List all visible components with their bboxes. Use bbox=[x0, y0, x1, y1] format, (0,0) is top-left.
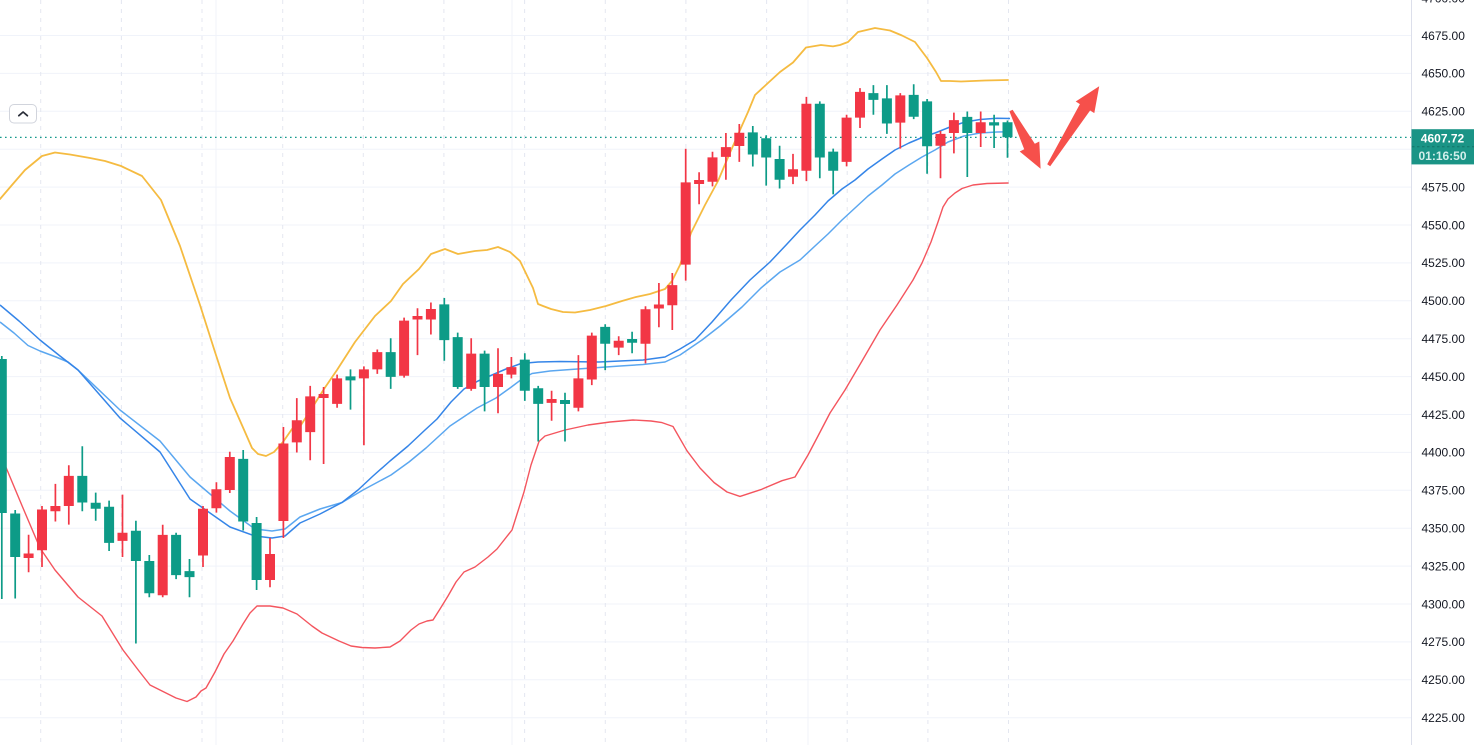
svg-text:4225.00: 4225.00 bbox=[1422, 711, 1466, 725]
svg-text:4325.00: 4325.00 bbox=[1422, 559, 1466, 573]
svg-text:4700.00: 4700.00 bbox=[1422, 0, 1466, 6]
svg-text:4450.00: 4450.00 bbox=[1422, 370, 1466, 384]
svg-text:4650.00: 4650.00 bbox=[1422, 67, 1466, 81]
svg-text:4275.00: 4275.00 bbox=[1422, 635, 1466, 649]
svg-text:4375.00: 4375.00 bbox=[1422, 484, 1466, 498]
svg-text:4400.00: 4400.00 bbox=[1422, 446, 1466, 460]
svg-text:4550.00: 4550.00 bbox=[1422, 218, 1466, 232]
svg-text:4350.00: 4350.00 bbox=[1422, 522, 1466, 536]
svg-text:4675.00: 4675.00 bbox=[1422, 29, 1466, 43]
svg-text:4625.00: 4625.00 bbox=[1422, 105, 1466, 119]
svg-text:4500.00: 4500.00 bbox=[1422, 294, 1466, 308]
svg-text:4300.00: 4300.00 bbox=[1422, 597, 1466, 611]
svg-text:01:16:50: 01:16:50 bbox=[1418, 149, 1466, 163]
svg-text:4575.00: 4575.00 bbox=[1422, 180, 1466, 194]
svg-text:4425.00: 4425.00 bbox=[1422, 408, 1466, 422]
svg-text:4475.00: 4475.00 bbox=[1422, 332, 1466, 346]
svg-text:4250.00: 4250.00 bbox=[1422, 673, 1466, 687]
svg-text:4525.00: 4525.00 bbox=[1422, 256, 1466, 270]
svg-text:4607.72: 4607.72 bbox=[1421, 132, 1465, 146]
